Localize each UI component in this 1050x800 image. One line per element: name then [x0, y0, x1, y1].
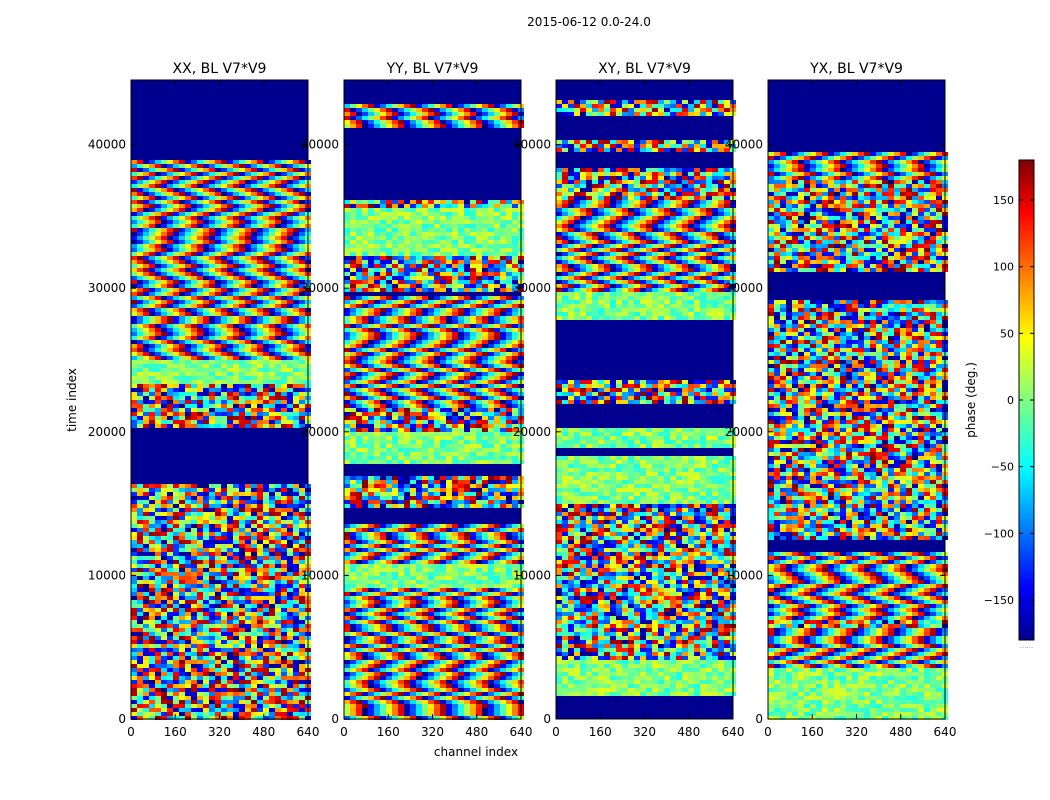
y-tick-label: 20000: [301, 425, 339, 439]
colorbar-tick-label: 0: [1007, 394, 1014, 407]
colorbar-tick-label: −150: [984, 594, 1014, 607]
x-tick-label: 320: [845, 725, 868, 739]
x-tick-label: 480: [677, 725, 700, 739]
x-tick-label: 320: [421, 725, 444, 739]
x-tick-label: 640: [722, 725, 745, 739]
heatmap-cells: [556, 100, 736, 696]
panel-title: XX, BL V7*V9: [173, 61, 267, 77]
colorbar-label: phase (deg.): [964, 362, 978, 438]
heatmap-cells: [768, 152, 948, 720]
y-tick-label: 40000: [301, 138, 339, 152]
y-tick-label: 10000: [513, 568, 551, 582]
colorbar-extra-label: ......: [1020, 642, 1033, 650]
heatmap-panel: YY, BL V7*V9 0 160 320 480 640 0 10000 20000 3000…: [301, 61, 533, 739]
x-tick-label: 0: [127, 725, 135, 739]
y-tick-label: 20000: [725, 425, 763, 439]
figure-suptitle: 2015-06-12 0.0-24.0: [527, 15, 651, 29]
x-tick-label: 320: [633, 725, 656, 739]
x-tick-label: 480: [252, 725, 275, 739]
x-tick-label: 640: [510, 725, 533, 739]
y-tick-label: 10000: [301, 568, 339, 582]
panel-title: YX, BL V7*V9: [809, 61, 903, 77]
heatmap-panel: YX, BL V7*V9 0 160 320 480 640 0 10000 20000 3000…: [725, 61, 957, 739]
y-axis-label: time index: [65, 368, 79, 432]
x-axis-label: channel index: [434, 745, 518, 759]
x-tick-label: 480: [889, 725, 912, 739]
y-tick-label: 10000: [88, 568, 126, 582]
colorbar-tick-label: 100: [993, 261, 1014, 274]
y-tick-label: 20000: [513, 425, 551, 439]
panel-title: YY, BL V7*V9: [386, 61, 479, 77]
y-tick-label: 40000: [725, 138, 763, 152]
heatmap-panels: XX, BL V7*V9 0 160 320 480 640 0 10000 20000 3000…: [88, 61, 957, 739]
y-tick-label: 0: [755, 712, 763, 726]
x-tick-label: 160: [589, 725, 612, 739]
y-tick-label: 20000: [88, 425, 126, 439]
y-tick-label: 0: [543, 712, 551, 726]
colorbar: −150 −100 −50 0 50 100 150 phase (deg.)......: [964, 159, 1035, 650]
y-tick-label: 0: [331, 712, 339, 726]
x-tick-label: 0: [552, 725, 560, 739]
y-tick-label: 40000: [88, 138, 126, 152]
colorbar-tick-label: 50: [1000, 327, 1014, 340]
x-tick-label: 0: [764, 725, 772, 739]
heatmap-cells: [344, 104, 524, 720]
heatmap-cells: [131, 160, 311, 720]
panel-title: XY, BL V7*V9: [598, 61, 691, 77]
y-tick-label: 40000: [513, 138, 551, 152]
x-tick-label: 640: [297, 725, 320, 739]
x-tick-label: 0: [340, 725, 348, 739]
x-tick-label: 640: [934, 725, 957, 739]
x-tick-label: 160: [377, 725, 400, 739]
heatmap-panel: XY, BL V7*V9 0 160 320 480 640 0 10000 20000 3000…: [513, 61, 745, 739]
x-tick-label: 160: [164, 725, 187, 739]
x-tick-label: 320: [208, 725, 231, 739]
colorbar-tick-label: −100: [984, 527, 1014, 540]
y-tick-label: 0: [118, 712, 126, 726]
y-tick-label: 30000: [88, 281, 126, 295]
colorbar-tick-label: 150: [993, 194, 1014, 207]
x-tick-label: 480: [465, 725, 488, 739]
x-tick-label: 160: [801, 725, 824, 739]
colorbar-tick-label: −50: [991, 461, 1014, 474]
y-tick-label: 10000: [725, 568, 763, 582]
y-tick-label: 30000: [725, 281, 763, 295]
y-tick-label: 30000: [513, 281, 551, 295]
y-tick-label: 30000: [301, 281, 339, 295]
heatmap-panel: XX, BL V7*V9 0 160 320 480 640 0 10000 20000 3000…: [88, 61, 320, 739]
